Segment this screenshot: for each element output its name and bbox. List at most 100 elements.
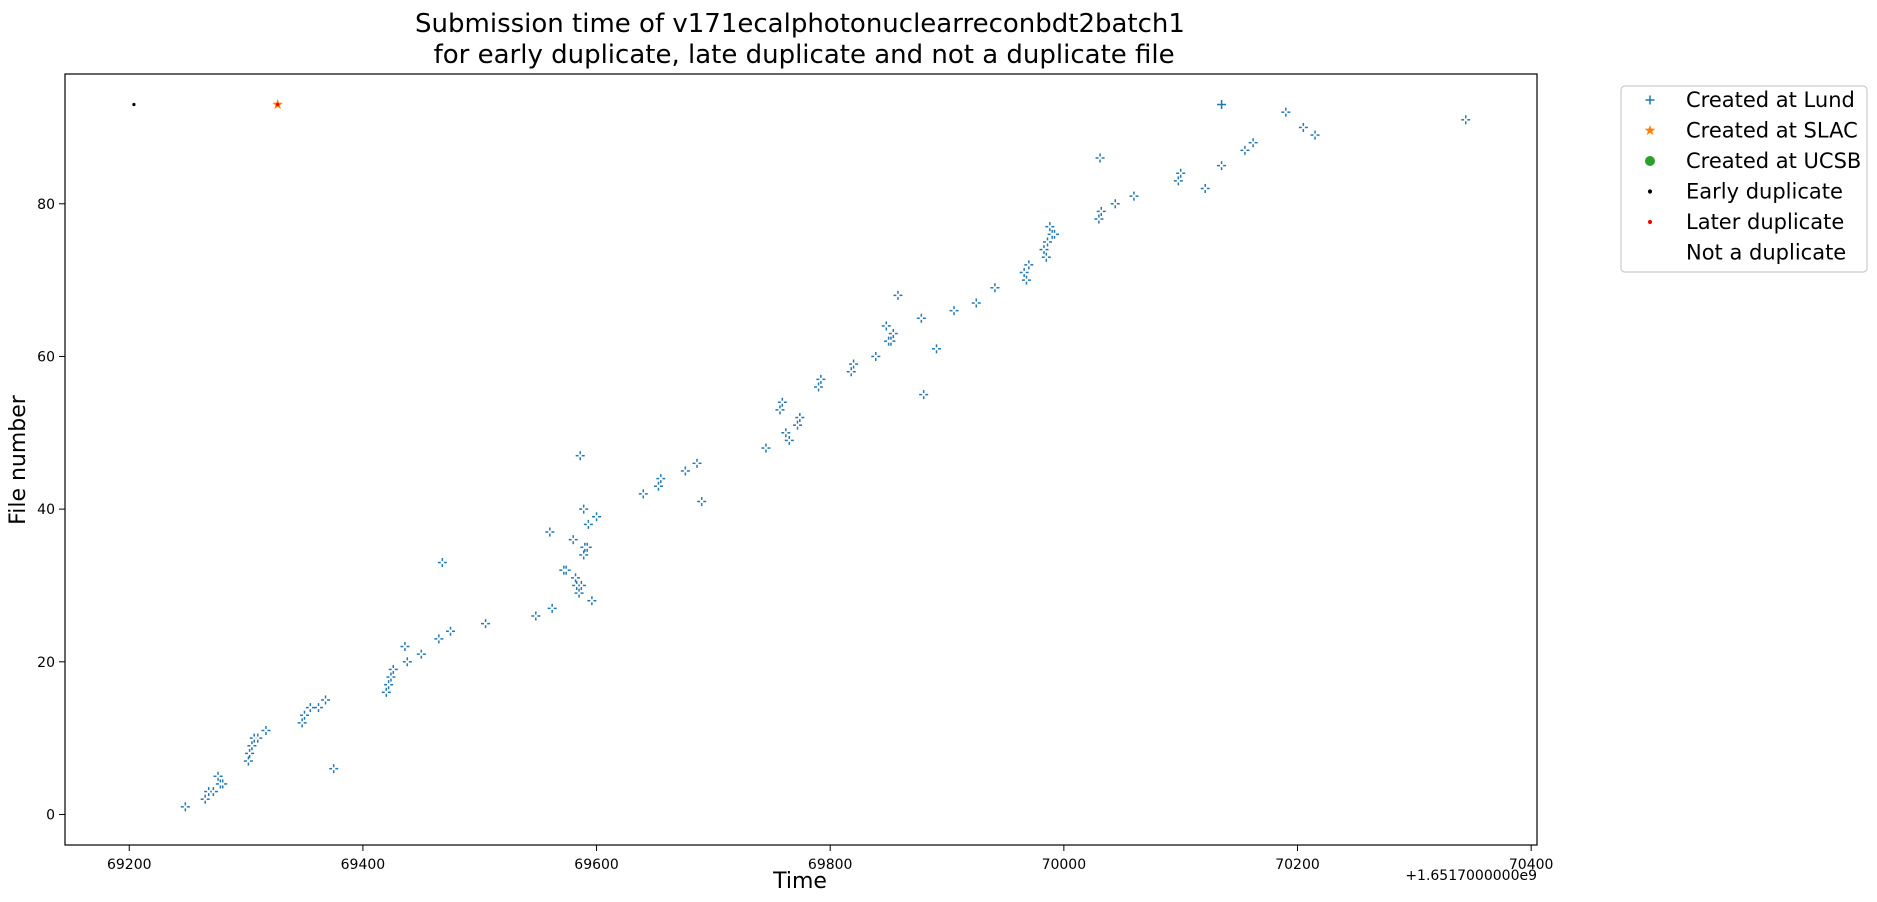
data-point-not-a-duplicate: [564, 568, 568, 572]
data-point-early-duplicate: [132, 102, 136, 107]
data-point-not-a-duplicate: [448, 629, 453, 633]
data-point-not-a-duplicate: [764, 446, 768, 450]
x-axis-offset-label: +1.6517000000e9: [1405, 868, 1537, 884]
data-point-not-a-duplicate: [577, 591, 581, 595]
legend-marker-created-at-lund: [1645, 95, 1655, 105]
data-point-not-a-duplicate: [562, 568, 566, 572]
data-point-not-a-duplicate: [405, 660, 409, 664]
plot-frame: [64, 73, 1538, 846]
y-tick-label: 20: [37, 655, 55, 671]
x-axis-label: Time: [772, 869, 827, 894]
data-point-not-a-duplicate: [974, 301, 978, 305]
data-point-not-a-duplicate: [795, 423, 800, 427]
data-point-not-a-duplicate: [889, 339, 893, 343]
data-point-not-a-duplicate: [548, 530, 552, 534]
data-point-not-a-duplicate: [571, 538, 575, 542]
data-point-not-a-duplicate: [798, 415, 802, 420]
data-point-not-a-duplicate: [1113, 202, 1117, 206]
legend-label-early-duplicate: Early duplicate: [1686, 180, 1843, 204]
data-point-not-a-duplicate: [952, 309, 956, 313]
data-point-not-a-duplicate: [316, 705, 321, 710]
x-tick-label: 69200: [107, 857, 152, 873]
data-point-not-a-duplicate: [784, 431, 788, 435]
data-point-not-a-duplicate: [1313, 133, 1317, 137]
data-point-not-a-duplicate: [1464, 118, 1468, 122]
data-point-not-a-duplicate: [578, 454, 582, 458]
data-point-not-a-duplicate: [440, 560, 444, 565]
data-point-not-a-duplicate: [787, 438, 791, 443]
data-point-not-a-duplicate: [384, 690, 388, 694]
data-point-not-a-duplicate: [419, 652, 423, 656]
data-point-not-a-duplicate: [550, 606, 554, 610]
chart-title-line-2: for early duplicate, late duplicate and …: [425, 40, 1174, 70]
data-point-not-a-duplicate: [300, 721, 304, 725]
y-tick-label: 60: [37, 349, 55, 365]
data-point-not-a-duplicate: [403, 644, 407, 649]
data-point-not-a-duplicate: [1179, 171, 1183, 175]
legend-label-later-duplicate: Later duplicate: [1686, 210, 1844, 234]
plot-area: [64, 73, 1538, 846]
data-point-not-a-duplicate: [1052, 232, 1057, 236]
x-tick-label: 69400: [341, 857, 386, 873]
data-point-not-a-duplicate: [483, 622, 488, 626]
data-point-not-a-duplicate: [207, 789, 211, 794]
y-tick-label: 80: [37, 197, 55, 213]
data-point-not-a-duplicate: [778, 408, 782, 412]
chart-title-line-1: Submission time of v171ecalphotonuclearr…: [415, 9, 1185, 39]
data-point-not-a-duplicate: [256, 736, 260, 740]
data-point-not-a-duplicate: [252, 736, 256, 740]
legend-marker-created-at-slac: [1644, 125, 1656, 135]
x-tick-label: 69600: [574, 857, 619, 873]
x-tick-label: 70400: [1509, 857, 1554, 873]
data-point-not-a-duplicate: [583, 545, 587, 549]
x-axis: 69200 69400 69600 69800 70000 70200 70400: [107, 845, 1553, 873]
data-point-not-a-duplicate: [1284, 110, 1288, 114]
data-point-not-a-duplicate: [1099, 209, 1103, 214]
data-point-not-a-duplicate: [780, 400, 784, 404]
data-point-not-a-duplicate: [656, 484, 661, 488]
data-point-not-a-duplicate: [1176, 179, 1180, 183]
data-point-not-a-duplicate: [874, 354, 878, 359]
data-point-not-a-duplicate: [819, 377, 823, 381]
data-point-not-a-duplicate: [247, 751, 252, 755]
data-point-not-a-duplicate: [391, 667, 395, 672]
data-point-not-a-duplicate: [1132, 194, 1136, 198]
data-point-not-a-duplicate: [387, 683, 391, 687]
data-point-not-a-duplicate: [590, 599, 594, 603]
legend-marker-created-at-ucsb: [1645, 156, 1655, 166]
data-markers: [132, 99, 1471, 812]
data-point-later-duplicate: [276, 102, 280, 107]
legend-label-created-at-lund: Created at Lund: [1686, 88, 1855, 112]
data-point-not-a-duplicate: [1042, 247, 1046, 252]
x-tick-label: 69800: [808, 857, 853, 873]
data-point-not-a-duplicate: [919, 316, 923, 320]
data-point-not-a-duplicate: [1251, 141, 1255, 145]
data-point-not-a-duplicate: [308, 705, 312, 710]
data-point-not-a-duplicate: [934, 347, 939, 351]
y-axis-label: File number: [6, 394, 31, 525]
legend-marker-early-duplicate: [1647, 189, 1653, 194]
data-point-not-a-duplicate: [695, 461, 699, 465]
data-point-not-a-duplicate: [250, 744, 254, 748]
data-point-created-at-lund: [1217, 100, 1227, 110]
y-axis: 0 20 40 60 80: [37, 197, 65, 823]
data-point-not-a-duplicate: [218, 782, 222, 786]
data-point-not-a-duplicate: [575, 583, 579, 588]
data-point-not-a-duplicate: [302, 713, 307, 717]
data-point-not-a-duplicate: [816, 385, 821, 389]
data-point-not-a-duplicate: [573, 576, 578, 580]
data-point-not-a-duplicate: [183, 805, 187, 809]
data-point-not-a-duplicate: [1097, 217, 1101, 221]
data-point-not-a-duplicate: [896, 293, 900, 297]
data-point-not-a-duplicate: [1301, 125, 1305, 130]
data-point-not-a-duplicate: [437, 637, 441, 641]
data-point-not-a-duplicate: [1044, 255, 1048, 259]
data-point-not-a-duplicate: [203, 797, 207, 801]
data-point-not-a-duplicate: [891, 331, 895, 336]
data-point-not-a-duplicate: [264, 728, 268, 733]
data-point-not-a-duplicate: [323, 698, 328, 702]
x-tick-label: 70200: [1275, 857, 1320, 873]
legend-label-created-at-ucsb: Created at UCSB: [1686, 149, 1861, 173]
data-point-not-a-duplicate: [1098, 156, 1102, 160]
